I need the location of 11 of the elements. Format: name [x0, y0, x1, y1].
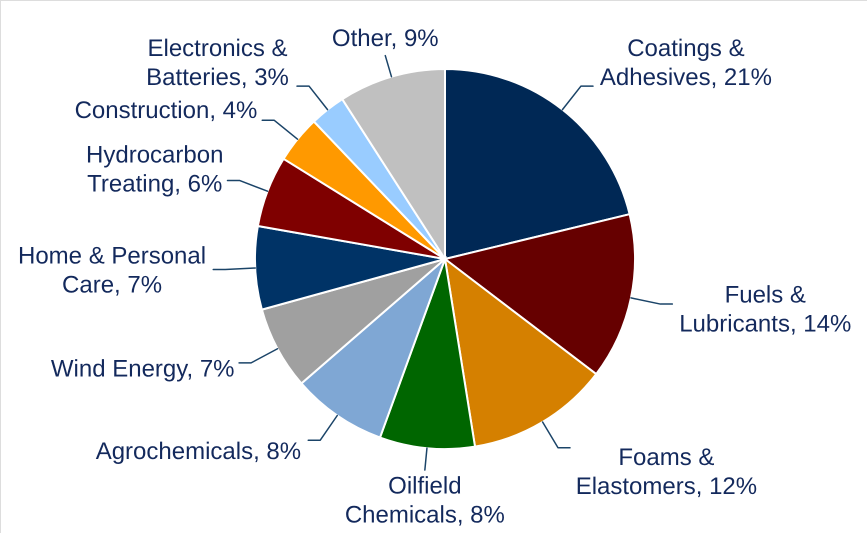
slice-label: Other, 9%: [332, 25, 439, 52]
slice-label: Coatings & Adhesives, 21%: [600, 34, 772, 91]
slice-label: Agrochemicals, 8%: [96, 438, 302, 466]
slice-label: Foams & Elastomers, 12%: [576, 444, 758, 500]
slice-label: Hydrocarbon Treating, 6%: [86, 142, 224, 198]
slice-label: Fuels & Lubricants, 14%: [679, 281, 852, 338]
slice-label: Oilfield Chemicals, 8%: [344, 472, 505, 529]
slice-label: Electronics & Batteries, 3%: [146, 34, 289, 91]
slice-label: Wind Energy, 7%: [50, 356, 234, 383]
slice-label: Home & Personal Care, 7%: [18, 242, 206, 298]
slice-label: Construction, 4%: [74, 97, 258, 124]
